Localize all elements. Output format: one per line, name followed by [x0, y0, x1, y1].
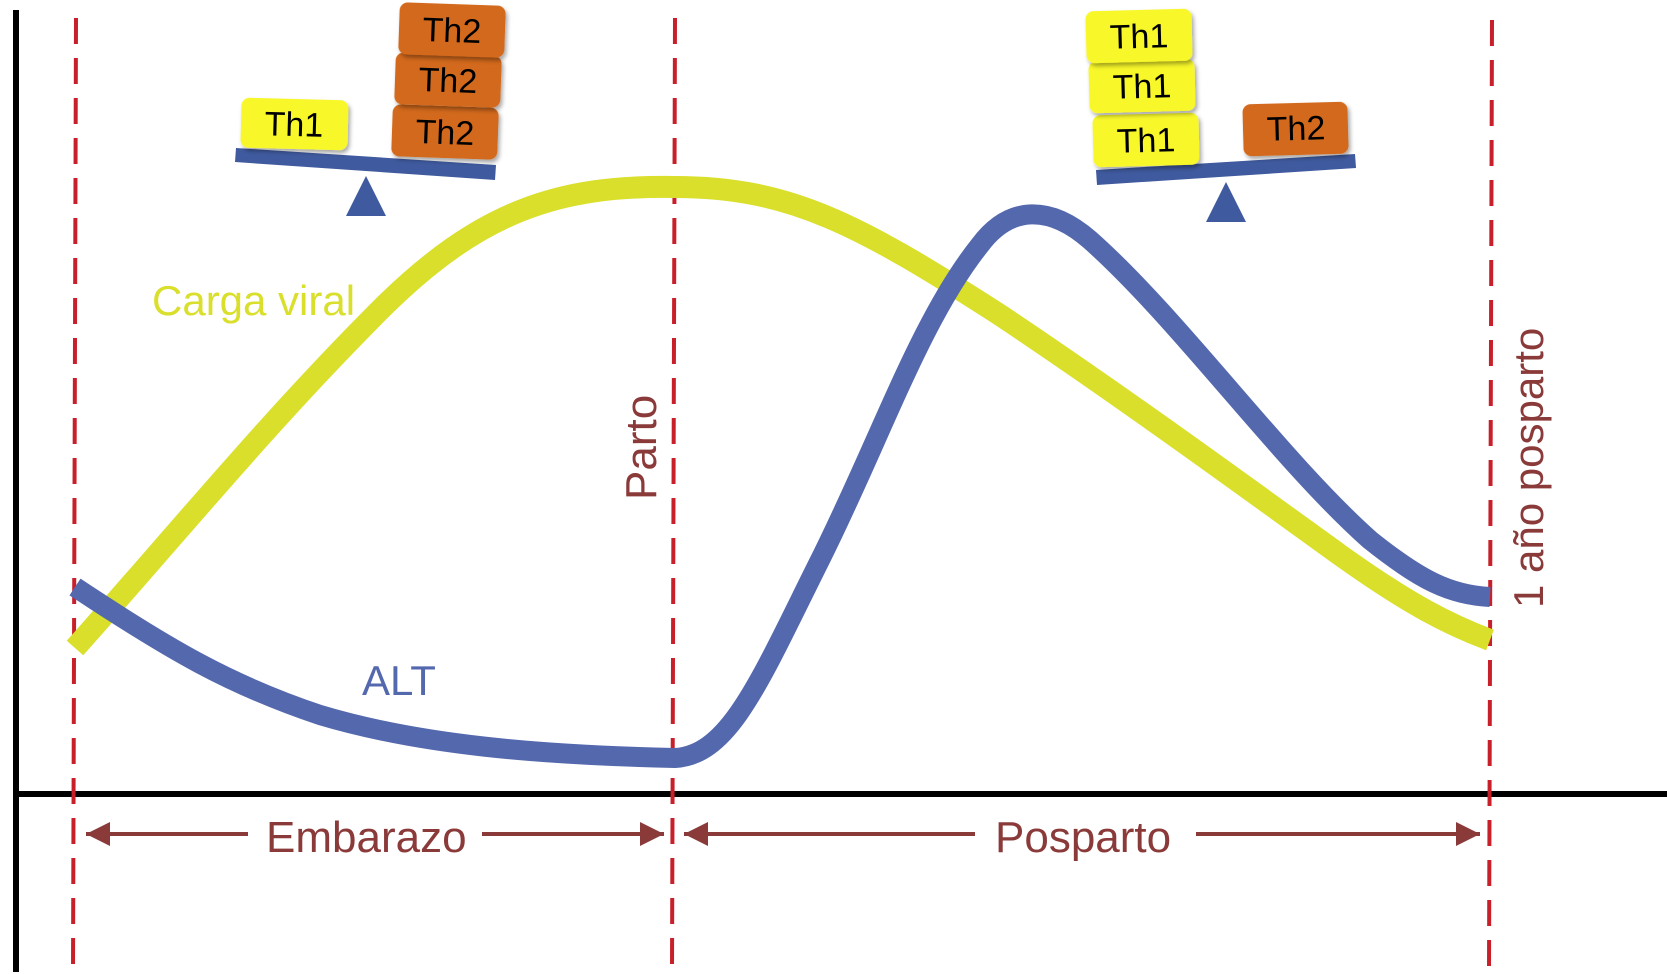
th2-block: Th2: [394, 52, 502, 108]
svg-text:Th1: Th1: [1109, 17, 1169, 57]
svg-text:Th1: Th1: [264, 105, 324, 145]
svg-text:Th2: Th2: [422, 11, 482, 51]
svg-text:Th1: Th1: [1112, 67, 1172, 107]
delivery-label: Parto: [617, 395, 666, 500]
alt-label: ALT: [362, 657, 436, 704]
svg-text:Th2: Th2: [418, 61, 478, 101]
svg-text:Th2: Th2: [1266, 109, 1326, 149]
th1-block: Th1: [1085, 8, 1193, 64]
balance-postpartum-fulcrum: [1206, 182, 1246, 222]
th1-block: Th1: [1092, 112, 1200, 168]
th2-block: Th2: [398, 2, 506, 58]
balance-pregnancy: Th1 Th2 Th2 Th2: [235, 2, 506, 216]
balance-pregnancy-beam: [235, 148, 496, 180]
alt-curve: [69, 204, 1491, 769]
viral-load-label: Carga viral: [152, 277, 355, 324]
one-year-postpartum-label: 1 año posparto: [1505, 328, 1552, 608]
th1-block: Th1: [1088, 58, 1196, 114]
marker-one-year-postpartum: [1487, 19, 1494, 973]
svg-text:Th2: Th2: [415, 113, 475, 153]
viral-load-curve: [66, 175, 1494, 656]
balance-postpartum-beam: [1096, 154, 1356, 185]
marker-start-pregnancy: [71, 17, 78, 973]
balance-pregnancy-fulcrum: [346, 176, 386, 216]
th2-block: Th2: [1242, 101, 1349, 157]
th2-block: Th2: [391, 104, 499, 160]
balance-postpartum: Th1 Th1 Th1 Th2: [1085, 8, 1356, 222]
th1-block: Th1: [240, 97, 349, 151]
postpartum-label: Posparto: [995, 813, 1171, 862]
pregnancy-label: Embarazo: [266, 813, 467, 862]
marker-delivery: [670, 17, 677, 973]
svg-text:Th1: Th1: [1116, 121, 1176, 161]
